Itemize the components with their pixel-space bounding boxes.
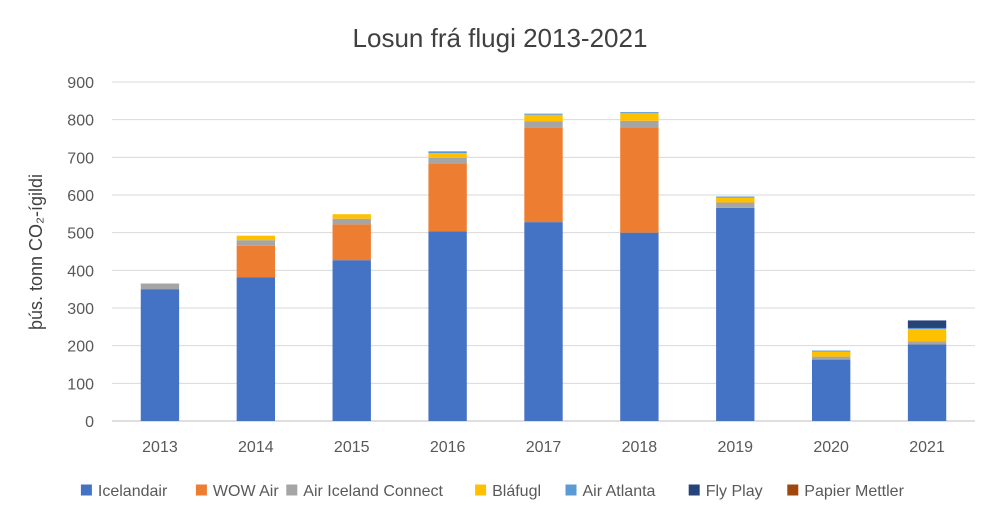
bar-segment xyxy=(620,113,659,121)
bar-segment xyxy=(620,112,659,114)
y-tick-label: 700 xyxy=(67,150,94,167)
x-tick-label: 2019 xyxy=(717,439,753,456)
chart-title: Losun frá flugi 2013-2021 xyxy=(353,23,648,53)
legend-label: Icelandair xyxy=(98,483,168,500)
bar-segment xyxy=(332,224,371,261)
bar-segment xyxy=(524,222,563,421)
bar-segment xyxy=(811,350,851,352)
bar-segment xyxy=(907,320,947,328)
bar-segment xyxy=(907,329,947,342)
bar-segment xyxy=(524,127,563,223)
bar-segment xyxy=(716,196,755,198)
legend-label: Air Iceland Connect xyxy=(303,483,443,500)
y-tick-label: 500 xyxy=(67,226,94,243)
bar-segment xyxy=(811,356,851,360)
x-axis-ticks: 2013 2014 2015 2016 2017 2018 2019 2020 2021 xyxy=(142,439,945,456)
bar-segment xyxy=(716,202,755,208)
bar-segment xyxy=(620,120,659,128)
x-tick-label: 2017 xyxy=(526,439,562,456)
legend-label: Papier Mettler xyxy=(804,483,904,500)
bar-segment xyxy=(140,289,180,421)
bar-segment xyxy=(428,151,467,154)
legend-swatch xyxy=(286,484,298,496)
bar-segment xyxy=(332,260,371,421)
bar-segment xyxy=(620,232,659,421)
bar-segment xyxy=(428,231,467,421)
x-tick-label: 2016 xyxy=(430,439,466,456)
y-tick-label: 800 xyxy=(67,113,94,130)
legend-swatch xyxy=(195,484,207,496)
x-tick-label: 2018 xyxy=(622,439,658,456)
bars xyxy=(140,112,947,421)
y-axis-label: þús. tonn CO₂-ígildi xyxy=(26,174,46,330)
bar-segment xyxy=(332,214,371,219)
x-tick-label: 2020 xyxy=(813,439,849,456)
bar-segment xyxy=(907,344,947,421)
bar-segment xyxy=(524,114,563,122)
legend-label: Bláfugl xyxy=(492,483,541,500)
legend-label: Air Atlanta xyxy=(583,483,656,500)
bar-segment xyxy=(524,113,563,115)
legend-swatch xyxy=(787,484,799,496)
legend-label: Fly Play xyxy=(706,483,763,500)
legend: Icelandair WOW Air Air Iceland Connect Bláf… xyxy=(80,483,905,500)
x-tick-label: 2015 xyxy=(334,439,370,456)
bar-segment xyxy=(716,207,755,421)
x-tick-label: 2014 xyxy=(238,439,274,456)
y-tick-label: 900 xyxy=(67,75,94,92)
bar-segment xyxy=(811,359,851,421)
bar-segment xyxy=(428,163,467,232)
legend-swatch xyxy=(565,484,577,496)
y-tick-label: 600 xyxy=(67,188,94,205)
legend-swatch xyxy=(475,484,487,496)
y-tick-label: 400 xyxy=(67,263,94,280)
y-tick-label: 0 xyxy=(85,414,94,431)
y-axis-ticks: 0 100 200 300 400 500 600 700 800 900 xyxy=(67,75,94,431)
bar-segment xyxy=(332,218,371,225)
legend-label: WOW Air xyxy=(213,483,279,500)
bar-segment xyxy=(428,157,467,164)
bar-segment xyxy=(620,127,659,233)
bar-segment xyxy=(236,240,276,246)
bar-segment xyxy=(428,153,467,158)
bar-segment xyxy=(236,277,276,421)
x-tick-label: 2013 xyxy=(142,439,178,456)
bar-segment xyxy=(811,351,851,357)
legend-swatch xyxy=(688,484,700,496)
bar-segment xyxy=(140,283,180,290)
x-tick-label: 2021 xyxy=(909,439,945,456)
bar-segment xyxy=(236,245,276,278)
y-tick-label: 300 xyxy=(67,301,94,318)
y-tick-label: 100 xyxy=(67,376,94,393)
y-tick-label: 200 xyxy=(67,339,94,356)
bar-segment xyxy=(236,235,276,241)
bar-segment xyxy=(716,197,755,203)
bar-segment xyxy=(524,121,563,128)
bar-segment xyxy=(907,341,947,345)
bar-segment xyxy=(907,327,947,330)
legend-swatch xyxy=(80,484,92,496)
